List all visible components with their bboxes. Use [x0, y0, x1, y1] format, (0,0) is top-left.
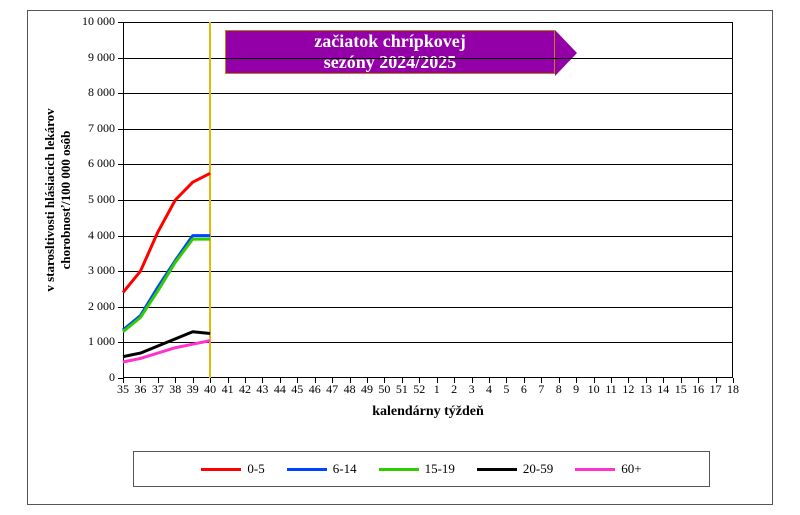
chart-frame: chorobnosť/100 000 osôb v starosltivosti… — [0, 0, 800, 515]
series-6-14 — [123, 236, 210, 330]
series-lines — [0, 0, 800, 515]
